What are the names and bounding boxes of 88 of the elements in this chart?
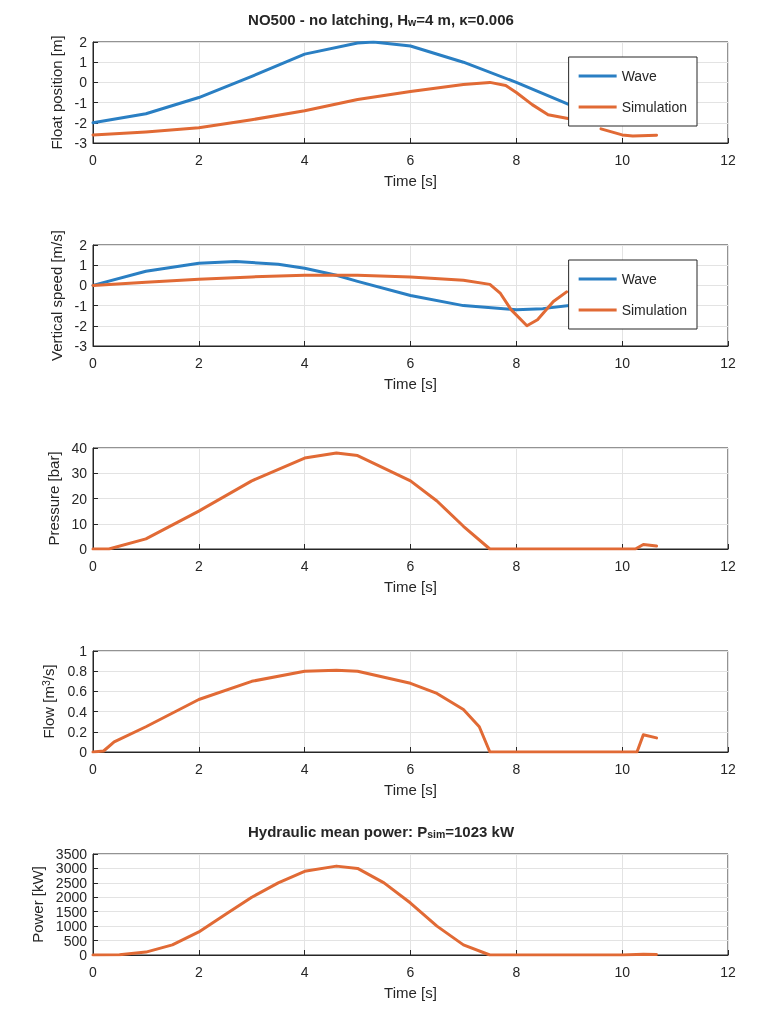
y-axis-title: Power [kW] bbox=[28, 866, 46, 943]
y-tick-label: 3000 bbox=[55, 860, 88, 877]
x-tick-label: 8 bbox=[512, 761, 521, 777]
y-tick-label: 1000 bbox=[55, 918, 88, 935]
y-tick-label: -1 bbox=[74, 297, 88, 314]
x-tick-label: 10 bbox=[614, 761, 631, 777]
x-tick-label: 0 bbox=[89, 761, 98, 777]
x-tick-label: 6 bbox=[406, 761, 415, 777]
x-tick-label: 4 bbox=[300, 558, 309, 574]
y-tick-label: 0 bbox=[79, 541, 88, 557]
line-series bbox=[91, 273, 569, 328]
y-axis-title: Flow [m3/s] bbox=[40, 664, 58, 739]
x-tick-label: 2 bbox=[194, 152, 203, 168]
y-tick-label: -2 bbox=[74, 317, 88, 334]
y-tick-label: 1 bbox=[79, 257, 88, 274]
y-tick-label: 1 bbox=[79, 54, 88, 71]
y-axis-title: Vertical speed [m/s] bbox=[47, 230, 65, 361]
y-tick-label: 2 bbox=[79, 237, 88, 253]
chart-title: Hydraulic mean power: Psim=1023 kW bbox=[247, 822, 515, 840]
x-tick-label: 4 bbox=[300, 761, 309, 777]
x-tick-label: 10 bbox=[614, 964, 631, 980]
x-tick-label: 2 bbox=[194, 964, 203, 980]
x-tick-label: 6 bbox=[406, 964, 415, 980]
y-tick-label: 2500 bbox=[55, 874, 88, 891]
y-tick-label: 1500 bbox=[55, 903, 88, 920]
y-tick-label: 0.4 bbox=[67, 703, 88, 720]
x-axis-title: Time [s] bbox=[384, 375, 437, 392]
x-tick-label: 6 bbox=[406, 355, 415, 371]
x-tick-label: 8 bbox=[512, 152, 521, 168]
y-tick-label: 3500 bbox=[55, 846, 88, 862]
x-axis-title: Time [s] bbox=[384, 578, 437, 595]
x-tick-label: 0 bbox=[89, 355, 98, 371]
y-tick-label: 0 bbox=[79, 74, 88, 91]
y-tick-label: 40 bbox=[71, 440, 88, 456]
y-tick-label: 0 bbox=[79, 947, 88, 963]
x-tick-label: 6 bbox=[406, 152, 415, 168]
x-tick-label: 12 bbox=[720, 355, 736, 371]
x-tick-label: 0 bbox=[89, 152, 98, 168]
legend-label: Wave bbox=[621, 68, 658, 84]
x-tick-label: 2 bbox=[194, 355, 203, 371]
y-tick-label: 0.6 bbox=[67, 683, 88, 700]
x-tick-label: 6 bbox=[406, 558, 415, 574]
legend-label: Simulation bbox=[621, 302, 688, 318]
x-tick-label: 12 bbox=[720, 152, 736, 168]
chart-title: NO500 - no latching, Hw=4 m, κ=0.006 bbox=[248, 10, 514, 28]
y-tick-label: 0 bbox=[79, 744, 88, 760]
x-tick-label: 4 bbox=[300, 355, 309, 371]
x-tick-label: 12 bbox=[720, 761, 736, 777]
legend-label: Wave bbox=[621, 271, 658, 287]
y-axis-title: Pressure [bar] bbox=[44, 451, 62, 546]
x-tick-label: 12 bbox=[720, 558, 736, 574]
x-axis-title: Time [s] bbox=[384, 984, 437, 1001]
x-tick-label: 0 bbox=[89, 558, 98, 574]
line-series bbox=[91, 451, 659, 551]
x-tick-label: 12 bbox=[720, 964, 736, 980]
x-axis-title: Time [s] bbox=[384, 172, 437, 189]
line-series bbox=[91, 668, 659, 754]
y-axis-title: Float position [m] bbox=[47, 35, 65, 150]
legend-label: Simulation bbox=[621, 99, 688, 115]
y-tick-label: 0.8 bbox=[67, 663, 88, 680]
x-tick-label: 4 bbox=[300, 152, 309, 168]
x-tick-label: 2 bbox=[194, 761, 203, 777]
line-series bbox=[91, 260, 571, 312]
y-tick-label: 30 bbox=[71, 465, 88, 482]
y-tick-label: -2 bbox=[74, 114, 88, 131]
x-tick-label: 0 bbox=[89, 964, 98, 980]
x-axis-title: Time [s] bbox=[384, 781, 437, 798]
y-tick-label: -3 bbox=[74, 135, 88, 151]
y-tick-label: 0.2 bbox=[67, 723, 88, 740]
y-tick-label: 500 bbox=[63, 932, 88, 949]
x-tick-label: 10 bbox=[614, 355, 631, 371]
y-tick-label: 2000 bbox=[55, 889, 88, 906]
y-tick-label: -3 bbox=[74, 338, 88, 354]
line-series bbox=[91, 40, 571, 125]
x-tick-label: 10 bbox=[614, 152, 631, 168]
x-tick-label: 8 bbox=[512, 355, 521, 371]
line-series bbox=[91, 864, 659, 957]
x-tick-label: 8 bbox=[512, 964, 521, 980]
x-tick-label: 2 bbox=[194, 558, 203, 574]
y-tick-label: 1 bbox=[79, 643, 88, 659]
y-tick-label: 20 bbox=[71, 490, 88, 507]
y-tick-label: 0 bbox=[79, 277, 88, 294]
x-tick-label: 8 bbox=[512, 558, 521, 574]
x-tick-label: 10 bbox=[614, 558, 631, 574]
y-tick-label: -1 bbox=[74, 94, 88, 111]
x-tick-label: 4 bbox=[300, 964, 309, 980]
y-tick-label: 10 bbox=[71, 515, 88, 532]
y-tick-label: 2 bbox=[79, 34, 88, 50]
